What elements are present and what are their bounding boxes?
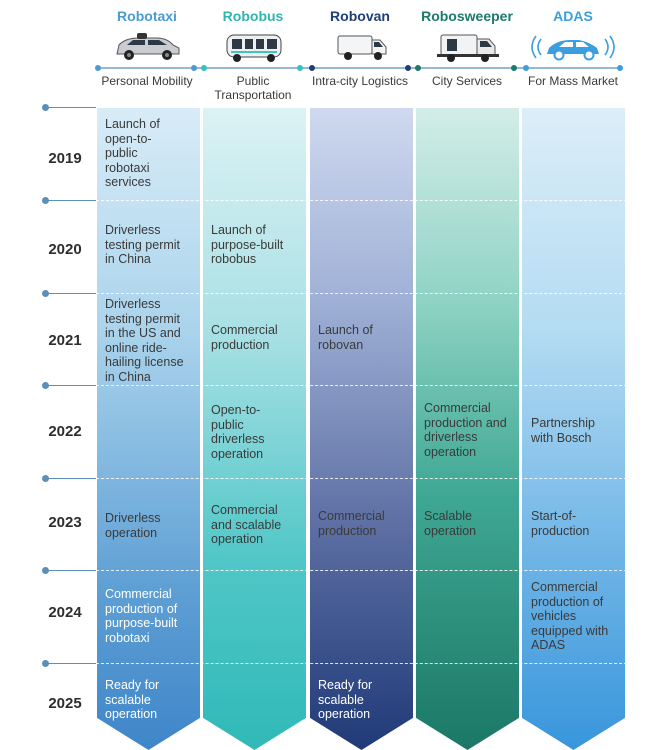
year-marker-dot xyxy=(42,104,49,111)
row-divider xyxy=(96,200,627,201)
year-label-2019: 2019 xyxy=(48,150,82,167)
category-robovan: Intra-city Logistics xyxy=(311,74,409,88)
milestone-adas-2024: Commercial production of vehicles equipp… xyxy=(531,580,609,652)
row-divider xyxy=(96,478,627,479)
milestone-robovan-2023: Commercial production xyxy=(318,509,385,538)
milestone-adas-2023: Start-of-production xyxy=(531,509,590,538)
year-marker-line xyxy=(46,200,96,201)
row-divider xyxy=(96,570,627,571)
sweeper-icon xyxy=(437,34,499,62)
category-robobus: Public Transportation xyxy=(214,74,292,102)
column-adas xyxy=(522,108,625,750)
product-name-robovan: Robovan xyxy=(330,8,390,24)
year-label-2024: 2024 xyxy=(48,604,82,621)
row-divider xyxy=(96,293,627,294)
milestone-robotaxi-2019: Launch of open-to-public robotaxi servic… xyxy=(105,117,160,189)
milestone-robotaxi-2023: Driverless operation xyxy=(105,511,161,540)
year-marker-line xyxy=(46,478,96,479)
milestone-robobus-2022: Open-to-public driverless operation xyxy=(211,403,265,461)
milestone-robobus-2020: Launch of purpose-built robobus xyxy=(211,223,284,266)
bus-icon xyxy=(226,34,282,62)
column-robovan xyxy=(310,108,413,750)
year-marker-line xyxy=(46,570,96,571)
column-robotaxi xyxy=(97,108,200,750)
year-marker-line xyxy=(46,385,96,386)
product-name-robotaxi: Robotaxi xyxy=(117,8,177,24)
milestone-robotaxi-2020: Driverless testing permit in China xyxy=(105,223,181,266)
milestone-robosweeper-2022: Commercial production and driverless ope… xyxy=(424,401,507,459)
year-marker-dot xyxy=(42,567,49,574)
milestone-robotaxi-2021: Driverless testing permit in the US and … xyxy=(105,297,184,384)
year-label-2025: 2025 xyxy=(48,695,82,712)
milestone-robobus-2023: Commercial and scalable operation xyxy=(211,503,282,546)
year-marker-line xyxy=(46,663,96,664)
milestone-robovan-2021: Launch of robovan xyxy=(318,323,373,352)
milestone-robobus-2021: Commercial production xyxy=(211,323,278,352)
year-label-2021: 2021 xyxy=(48,332,82,349)
product-name-robobus: Robobus xyxy=(222,8,284,24)
sensor-car-icon xyxy=(531,35,615,61)
category-robotaxi: Personal Mobility xyxy=(101,74,193,88)
product-name-robosweeper: Robosweeper xyxy=(421,8,513,24)
milestone-robotaxi-2024: Commercial production of purpose-built r… xyxy=(105,587,178,645)
van-icon xyxy=(337,35,387,60)
year-marker-line xyxy=(46,293,96,294)
header-connector xyxy=(95,65,623,71)
column-robosweeper xyxy=(416,108,519,750)
milestone-robotaxi-2025: Ready for scalable operation xyxy=(105,678,160,721)
milestone-adas-2022: Partnership with Bosch xyxy=(531,416,595,445)
product-name-adas: ADAS xyxy=(553,8,593,24)
row-divider xyxy=(96,385,627,386)
car-icon xyxy=(116,33,180,60)
row-divider xyxy=(96,663,627,664)
category-adas: For Mass Market xyxy=(527,74,618,88)
year-label-2023: 2023 xyxy=(48,514,82,531)
year-marker-dot xyxy=(42,475,49,482)
year-marker-dot xyxy=(42,382,49,389)
year-marker-dot xyxy=(42,197,49,204)
category-robosweeper: City Services xyxy=(431,74,502,88)
year-label-2022: 2022 xyxy=(48,423,82,440)
column-robobus xyxy=(203,108,306,750)
year-marker-line xyxy=(46,107,96,108)
year-marker-dot xyxy=(42,290,49,297)
milestone-robosweeper-2023: Scalable operation xyxy=(424,509,477,538)
milestone-robovan-2025: Ready for scalable operation xyxy=(318,678,373,721)
year-label-2020: 2020 xyxy=(48,241,82,258)
year-marker-dot xyxy=(42,660,49,667)
